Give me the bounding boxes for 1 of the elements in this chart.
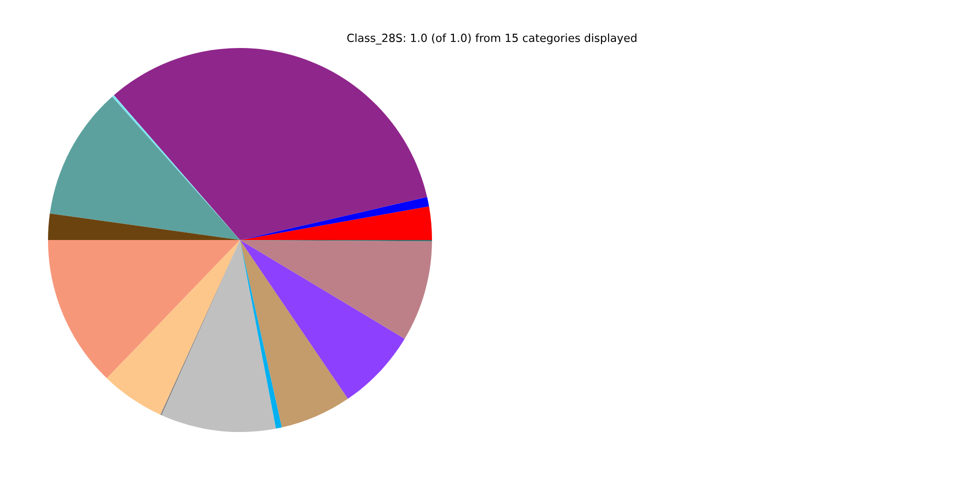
text: Class_28S: 1.0 (of 1.0) from 15 categories displayed [347, 33, 636, 45]
